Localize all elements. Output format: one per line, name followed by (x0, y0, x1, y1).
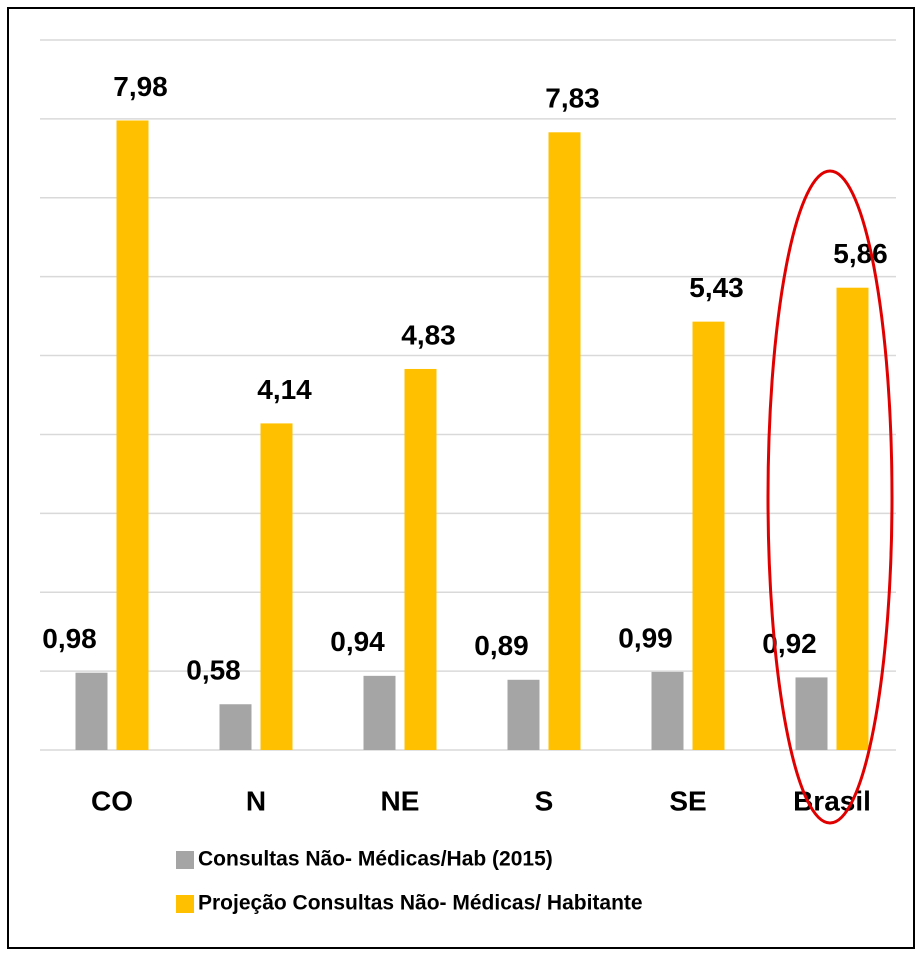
bar (260, 423, 293, 750)
bar (507, 679, 540, 750)
bar (219, 704, 252, 750)
data-label: 0,99 (618, 622, 673, 653)
data-label: 7,98 (113, 71, 168, 102)
chart-frame (7, 7, 915, 949)
legend-swatch (176, 895, 194, 913)
bar (363, 675, 396, 750)
data-label: 0,58 (186, 655, 241, 686)
bar (404, 368, 437, 750)
data-label: 0,98 (42, 623, 97, 654)
data-label: 0,94 (330, 626, 385, 657)
bar (548, 132, 581, 751)
data-label: 4,83 (401, 319, 456, 350)
x-tick-label: Brasil (793, 785, 871, 816)
x-tick-label: SE (669, 785, 706, 816)
data-label: 0,89 (474, 630, 529, 661)
bar (836, 287, 869, 750)
x-tick-label: N (246, 785, 266, 816)
legend-swatch (176, 851, 194, 869)
bar (75, 672, 108, 750)
data-label: 4,14 (257, 374, 312, 405)
legend-label: Projeção Consultas Não- Médicas/ Habitan… (198, 892, 643, 915)
x-tick-label: CO (91, 785, 133, 816)
highlight-ellipse (766, 169, 894, 825)
bar (692, 321, 725, 750)
data-label: 7,83 (545, 83, 600, 114)
plot: CO 0,98 7,98 N 0,58 4,14 NE 0,94 4,83 S 0,89 7,83 SE… (40, 39, 896, 915)
x-tick-label: NE (381, 785, 420, 816)
legend-label: Consultas Não- Médicas/Hab (2015) (198, 848, 553, 871)
bar (116, 120, 149, 750)
x-tick-label: S (535, 785, 554, 816)
bar (651, 671, 684, 750)
data-label: 5,86 (833, 238, 888, 269)
data-label: 5,43 (689, 272, 744, 303)
data-label: 0,92 (762, 628, 817, 659)
bar (795, 677, 828, 750)
